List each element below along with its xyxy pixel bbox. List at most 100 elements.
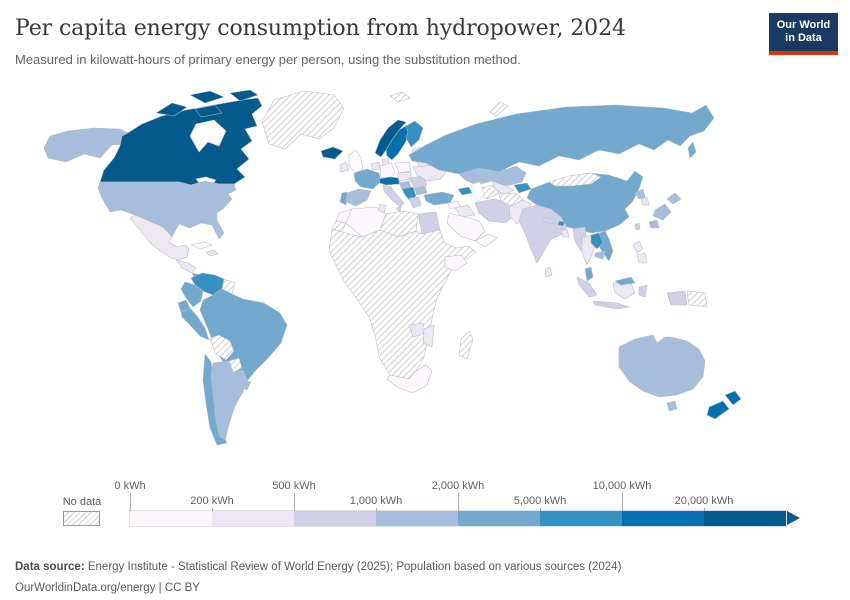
country-guatemala-honduras[interactable] bbox=[175, 259, 197, 274]
legend-threshold-label: 10,000 kWh bbox=[592, 480, 652, 492]
country-south-africa[interactable] bbox=[386, 364, 433, 394]
country-iran[interactable] bbox=[474, 198, 516, 224]
country-iraq[interactable] bbox=[454, 204, 476, 218]
owid-logo[interactable]: Our World in Data bbox=[769, 13, 838, 55]
country-romania[interactable] bbox=[408, 175, 428, 188]
country-colombia[interactable] bbox=[180, 281, 204, 308]
country-java[interactable] bbox=[592, 300, 630, 310]
legend-bin-2[interactable] bbox=[294, 511, 376, 526]
country-malaysia[interactable] bbox=[584, 266, 594, 282]
country-bhutan[interactable] bbox=[557, 220, 566, 227]
country-russia[interactable] bbox=[408, 104, 715, 175]
country-usa[interactable] bbox=[97, 180, 237, 240]
legend-bin-1[interactable] bbox=[212, 511, 294, 526]
country-madagascar[interactable] bbox=[458, 330, 474, 360]
country-peru[interactable] bbox=[180, 307, 210, 341]
country-sri-lanka[interactable] bbox=[544, 266, 553, 278]
legend-bin-3[interactable] bbox=[376, 511, 458, 526]
country-bolivia[interactable] bbox=[209, 334, 235, 361]
country-mongolia[interactable] bbox=[548, 172, 602, 187]
country-ireland[interactable] bbox=[339, 161, 350, 173]
country-caucasus[interactable] bbox=[457, 186, 473, 196]
legend-threshold-label: 200 kWh bbox=[190, 495, 234, 507]
country-hispaniola[interactable] bbox=[205, 249, 219, 257]
country-new-zealand[interactable] bbox=[706, 390, 742, 420]
no-data-swatch[interactable] bbox=[63, 511, 100, 526]
country-kyrgyz-tajik[interactable] bbox=[513, 182, 532, 194]
country-yemen-oman[interactable] bbox=[474, 233, 498, 248]
chart-subtitle: Measured in kilowatt-hours of primary en… bbox=[15, 52, 521, 67]
legend-bin-5[interactable] bbox=[540, 511, 622, 526]
country-finland[interactable] bbox=[405, 120, 424, 148]
country-svalbard[interactable] bbox=[389, 91, 411, 103]
legend-open-ended-arrow bbox=[787, 511, 800, 525]
country-sakhalin[interactable] bbox=[687, 141, 697, 159]
country-canada[interactable] bbox=[99, 97, 263, 186]
legend-scale: 0 kWh 200 kWh 500 kWh 1,000 kWh 2,000 kWh 5,0… bbox=[63, 480, 823, 530]
legend-tick bbox=[376, 508, 377, 511]
country-france[interactable] bbox=[353, 168, 382, 190]
country-bangladesh[interactable] bbox=[560, 228, 570, 238]
legend-tick bbox=[294, 493, 295, 511]
legend-tick bbox=[130, 493, 131, 511]
country-greece[interactable] bbox=[408, 196, 422, 209]
country-kazakhstan[interactable] bbox=[458, 165, 527, 187]
country-uk[interactable] bbox=[348, 149, 364, 174]
world-map[interactable] bbox=[38, 86, 810, 476]
legend-tick bbox=[622, 493, 623, 511]
country-kalimantan[interactable] bbox=[612, 282, 636, 300]
country-malaysia-borneo[interactable] bbox=[614, 276, 636, 286]
country-bulgaria[interactable] bbox=[413, 185, 428, 196]
country-alpine[interactable] bbox=[378, 176, 401, 186]
country-tunisia[interactable] bbox=[377, 203, 387, 214]
legend-bin-4[interactable] bbox=[458, 511, 540, 526]
country-taiwan[interactable] bbox=[634, 222, 641, 231]
country-saudi[interactable] bbox=[446, 212, 486, 242]
country-japan[interactable] bbox=[648, 192, 682, 229]
legend-tick bbox=[458, 493, 459, 511]
country-spain[interactable] bbox=[345, 188, 372, 207]
country-canada-islands[interactable] bbox=[155, 89, 259, 118]
legend-tick bbox=[540, 508, 541, 511]
country-poland[interactable] bbox=[394, 161, 412, 174]
country-argentina[interactable] bbox=[210, 360, 248, 441]
country-cuba[interactable] bbox=[190, 241, 213, 250]
country-philippines[interactable] bbox=[632, 240, 648, 264]
country-novaya-zemlya[interactable] bbox=[489, 101, 509, 117]
country-italy[interactable] bbox=[382, 184, 405, 213]
country-sulawesi[interactable] bbox=[638, 284, 648, 298]
country-png[interactable] bbox=[686, 290, 708, 308]
country-benelux[interactable] bbox=[370, 161, 381, 171]
country-south-korea[interactable] bbox=[640, 196, 650, 206]
country-croatia-slovenia[interactable] bbox=[398, 180, 412, 190]
country-nepal[interactable] bbox=[541, 216, 556, 225]
legend-threshold-label: 5,000 kWh bbox=[513, 495, 567, 507]
country-north-korea[interactable] bbox=[634, 188, 646, 200]
country-mozambique[interactable] bbox=[422, 324, 435, 348]
country-uruguay[interactable] bbox=[240, 379, 252, 391]
datasource-label: Data source: bbox=[15, 560, 85, 573]
legend-bin-6[interactable] bbox=[622, 511, 704, 526]
country-subsaharan[interactable] bbox=[328, 228, 477, 380]
legend-bin-0[interactable] bbox=[130, 511, 212, 526]
legend-bin-7[interactable] bbox=[704, 511, 786, 526]
datasource-line: Data source: Energy Institute - Statisti… bbox=[15, 561, 621, 573]
owid-logo-line1: Our World bbox=[776, 19, 831, 31]
country-tasmania[interactable] bbox=[666, 400, 678, 412]
country-cambodia[interactable] bbox=[594, 250, 606, 260]
country-norway[interactable] bbox=[374, 119, 407, 158]
country-portugal[interactable] bbox=[339, 191, 348, 206]
country-ethiopia[interactable] bbox=[444, 254, 468, 272]
country-iceland[interactable] bbox=[320, 146, 344, 160]
country-sumatra[interactable] bbox=[576, 276, 598, 298]
country-mexico[interactable] bbox=[129, 214, 190, 261]
chart-title: Per capita energy consumption from hydro… bbox=[15, 16, 626, 41]
country-greenland[interactable] bbox=[261, 90, 345, 150]
legend-threshold-label: 20,000 kWh bbox=[674, 495, 734, 507]
legend-threshold-label: 1,000 kWh bbox=[349, 495, 403, 507]
country-laos[interactable] bbox=[590, 232, 604, 250]
country-germany[interactable] bbox=[379, 162, 396, 180]
country-west-papua[interactable] bbox=[666, 290, 688, 306]
country-australia[interactable] bbox=[618, 334, 706, 398]
legend-tick bbox=[704, 508, 705, 511]
